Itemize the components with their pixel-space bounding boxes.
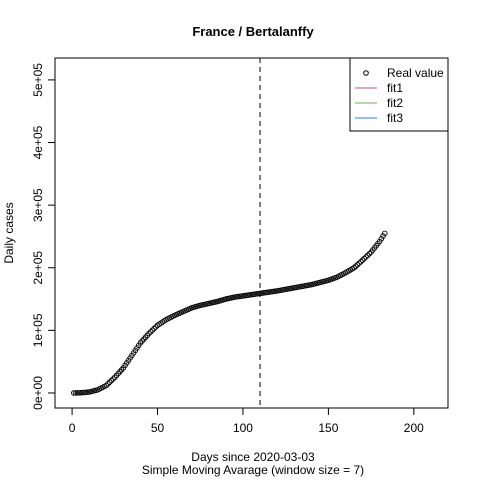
y-tick-label: 5e+05 bbox=[31, 63, 45, 97]
y-tick-label: 2e+05 bbox=[31, 251, 45, 285]
data-point bbox=[71, 390, 77, 396]
data-point bbox=[77, 390, 84, 396]
data-point bbox=[110, 376, 116, 382]
legend-label: Real value bbox=[387, 66, 444, 80]
data-point bbox=[358, 258, 364, 265]
data-point bbox=[81, 389, 87, 396]
data-point bbox=[352, 263, 359, 269]
data-point bbox=[74, 390, 80, 396]
data-point bbox=[364, 252, 371, 259]
x-axis-label: Days since 2020-03-03 bbox=[191, 450, 315, 464]
data-point bbox=[153, 324, 159, 330]
legend-box bbox=[349, 57, 449, 132]
data-point bbox=[356, 260, 362, 266]
legend-label: fit3 bbox=[387, 111, 403, 125]
x-tick-label: 100 bbox=[233, 421, 253, 435]
data-point bbox=[382, 230, 388, 237]
data-point bbox=[380, 233, 386, 239]
legend-label: fit1 bbox=[387, 81, 403, 95]
y-tick-label: 1e+05 bbox=[31, 313, 45, 347]
y-tick-label: 4e+05 bbox=[31, 125, 45, 159]
data-point bbox=[146, 330, 152, 337]
data-point bbox=[378, 236, 385, 242]
data-point bbox=[359, 257, 366, 263]
data-point bbox=[149, 327, 156, 333]
legend-label: fit2 bbox=[387, 96, 403, 110]
data-point bbox=[103, 382, 110, 389]
data-point bbox=[366, 250, 373, 257]
chart-title: France / Bertalanffy bbox=[192, 24, 314, 39]
data-point bbox=[147, 329, 154, 335]
legend-symbol bbox=[363, 70, 369, 76]
data-point bbox=[106, 379, 113, 385]
x-tick-label: 50 bbox=[151, 421, 165, 435]
x-tick-label: 200 bbox=[404, 421, 424, 435]
data-point bbox=[108, 377, 115, 384]
y-tick-label: 3e+05 bbox=[31, 188, 45, 222]
y-axis-label: Daily cases bbox=[2, 202, 16, 263]
x-tick-label: 0 bbox=[69, 421, 76, 435]
x-tick-label: 150 bbox=[318, 421, 338, 435]
data-point bbox=[361, 255, 368, 262]
y-tick-label: 0e+00 bbox=[31, 376, 45, 410]
data-point bbox=[354, 261, 361, 268]
data-point bbox=[76, 390, 82, 396]
data-point bbox=[105, 381, 111, 387]
data-point bbox=[72, 390, 79, 396]
subtitle: Simple Moving Avarage (window size = 7) bbox=[142, 463, 364, 477]
data-point bbox=[351, 264, 357, 271]
data-point bbox=[84, 389, 91, 395]
data-point bbox=[363, 254, 369, 260]
data-point bbox=[151, 325, 157, 332]
data-point bbox=[376, 238, 383, 245]
